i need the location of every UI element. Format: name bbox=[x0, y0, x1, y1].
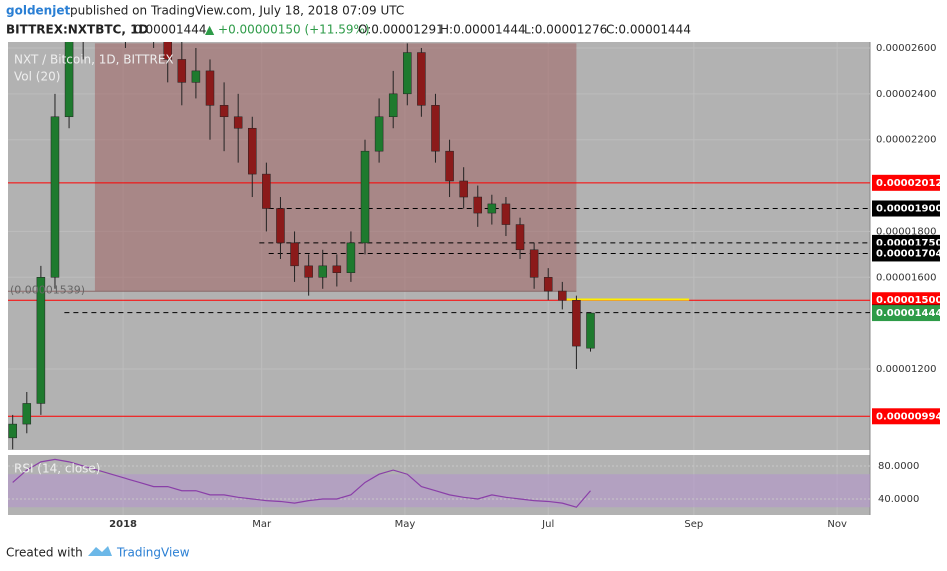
candle-body bbox=[572, 299, 581, 347]
x-tick-label: May bbox=[395, 519, 416, 530]
candle-body bbox=[64, 42, 74, 118]
candle-body bbox=[177, 59, 187, 83]
volume-label: Vol (20) bbox=[14, 70, 60, 84]
candle-body bbox=[332, 265, 342, 273]
zone-label: (0.00001539) bbox=[10, 283, 85, 296]
candle-body bbox=[191, 70, 201, 83]
y-tick-label: 0.00002400 bbox=[876, 89, 936, 100]
level-box bbox=[872, 174, 940, 191]
rsi-line bbox=[12, 458, 591, 508]
candle-body bbox=[529, 249, 539, 278]
logo bbox=[88, 546, 112, 556]
candle-body bbox=[487, 203, 497, 214]
level-label: 0.00000994 bbox=[876, 411, 942, 422]
candle-body bbox=[431, 105, 440, 152]
candle-body bbox=[233, 116, 243, 129]
candle-body bbox=[318, 265, 327, 278]
level-box bbox=[872, 200, 940, 217]
candle-body bbox=[219, 105, 229, 118]
footer-created: Created with bbox=[6, 546, 83, 560]
candle-body bbox=[417, 52, 426, 106]
candle-body bbox=[558, 290, 567, 301]
x-tick-label: 2018 bbox=[109, 519, 137, 530]
candle-body bbox=[304, 265, 313, 278]
candle-body bbox=[36, 277, 46, 404]
open: O:0.00001291 bbox=[358, 23, 444, 37]
level-label: 0.00001750 bbox=[876, 238, 942, 249]
candle-body bbox=[93, 0, 101, 2]
candle-body bbox=[501, 203, 511, 225]
x-tick-label: Sep bbox=[684, 519, 703, 530]
x-tick-label: Mar bbox=[252, 519, 272, 530]
chart-title: NXT / Bitcoin, 1D, BITTREX bbox=[14, 53, 174, 67]
symbol: BITTREX:NXTBTC, 1D bbox=[6, 23, 148, 37]
candle-body bbox=[374, 116, 384, 152]
level-label: 0.00001444 bbox=[876, 308, 942, 319]
high: H:0.00001444 bbox=[440, 23, 526, 37]
candle-body bbox=[586, 312, 595, 349]
published: published on TradingView.com, July 18, 2… bbox=[70, 4, 404, 18]
level-label: 0.00001900 bbox=[876, 204, 942, 215]
candle-body bbox=[163, 42, 172, 60]
candle-body bbox=[205, 70, 215, 106]
candle-body bbox=[360, 150, 370, 244]
low: L:0.00001276 bbox=[524, 23, 607, 37]
candle-body bbox=[290, 242, 299, 267]
y-tick-label: 0.00001600 bbox=[876, 272, 936, 283]
candle-body bbox=[50, 116, 60, 278]
y-tick-label: 0.00001800 bbox=[876, 226, 936, 237]
candle-body bbox=[473, 196, 483, 214]
y-tick-label: 0.00001200 bbox=[876, 364, 936, 375]
candle-body bbox=[388, 93, 398, 118]
author: goldenjet bbox=[6, 4, 70, 18]
close: C:0.00001444 bbox=[606, 23, 691, 37]
candle-body bbox=[22, 403, 32, 425]
level-box bbox=[872, 408, 940, 425]
level-label: 0.00001500 bbox=[876, 295, 942, 306]
candle-body bbox=[543, 277, 553, 292]
level-label: 0.00002012 bbox=[876, 178, 942, 189]
candle-body bbox=[262, 173, 271, 209]
y-tick-label: 0.00002200 bbox=[876, 135, 936, 146]
candle-body bbox=[8, 423, 17, 439]
level-label: 0.00001704 bbox=[876, 248, 942, 259]
candle-body bbox=[459, 180, 468, 198]
x-tick-label: Jul bbox=[541, 519, 554, 530]
candle-body bbox=[445, 150, 454, 182]
level-box bbox=[872, 292, 940, 309]
candle-body bbox=[248, 127, 257, 175]
rsi-band bbox=[8, 474, 870, 508]
rsi-tick-label: 40.0000 bbox=[878, 494, 919, 505]
candle-body bbox=[403, 52, 412, 95]
level-box bbox=[872, 245, 940, 262]
rsi-label: RSI (14, close) bbox=[14, 462, 100, 476]
change: ▲ +0.00000150 (+11.59%) bbox=[205, 23, 370, 37]
candle-body bbox=[515, 224, 525, 251]
y-tick-label: 0.00002600 bbox=[876, 43, 936, 54]
rsi-tick-label: 80.0000 bbox=[878, 461, 919, 472]
footer-brand[interactable]: TradingView bbox=[116, 546, 190, 560]
price: 0.00001444 bbox=[134, 23, 207, 37]
position-zone bbox=[94, 43, 577, 292]
candle-body bbox=[346, 242, 356, 273]
candle-body bbox=[276, 208, 285, 244]
x-tick-label: Nov bbox=[827, 519, 847, 530]
level-box bbox=[872, 305, 940, 322]
